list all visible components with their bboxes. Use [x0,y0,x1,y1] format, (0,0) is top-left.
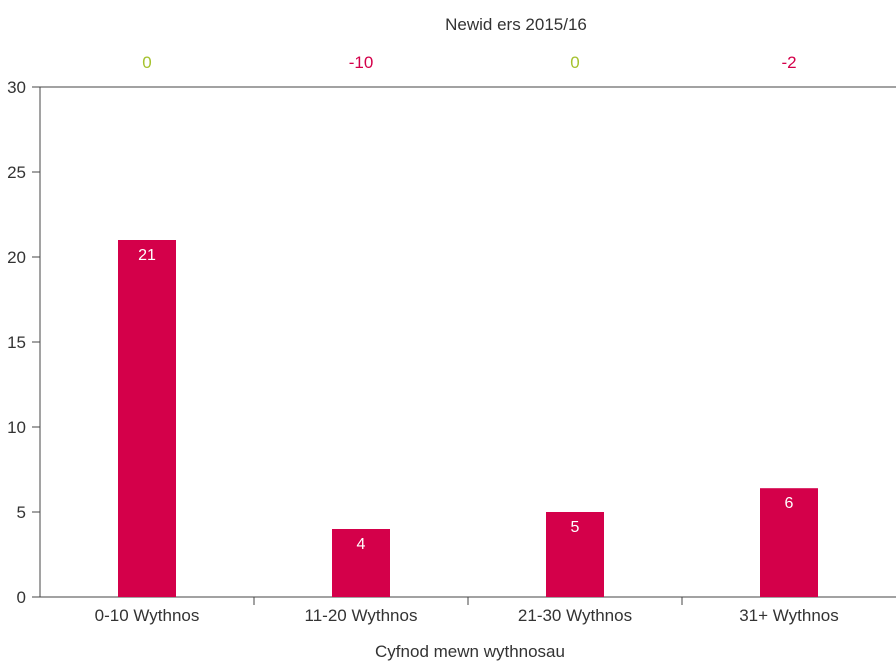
y-tick-label: 5 [17,503,26,522]
x-tick-label: 31+ Wythnos [739,606,839,625]
change-value: 0 [570,53,579,72]
plot-area: 0 5 10 15 20 25 30 21 0-10 Wythnos 0 4 11-20 Wythno… [7,53,896,625]
bar [332,529,390,597]
bar [118,240,176,597]
y-tick-label: 0 [17,588,26,607]
x-tick-label: 11-20 Wythnos [305,606,418,625]
y-tick-label: 30 [7,78,26,97]
y-tick-label: 15 [7,333,26,352]
change-value: -2 [781,53,796,72]
bar-data-label: 6 [785,495,794,512]
bar-data-label: 4 [357,536,366,553]
bar [546,512,604,597]
y-tick-label: 25 [7,163,26,182]
y-tick-label: 10 [7,418,26,437]
bar-data-label: 21 [138,247,156,264]
change-value: 0 [142,53,151,72]
x-tick-label: 21-30 Wythnos [518,606,632,625]
bar-data-label: 5 [571,519,580,536]
bar [760,488,818,597]
x-axis-title: Cyfnod mewn wythnosau [375,642,565,661]
y-tick-label: 20 [7,248,26,267]
change-value: -10 [349,53,374,72]
x-tick-label: 0-10 Wythnos [95,606,200,625]
change-title: Newid ers 2015/16 [445,15,587,34]
